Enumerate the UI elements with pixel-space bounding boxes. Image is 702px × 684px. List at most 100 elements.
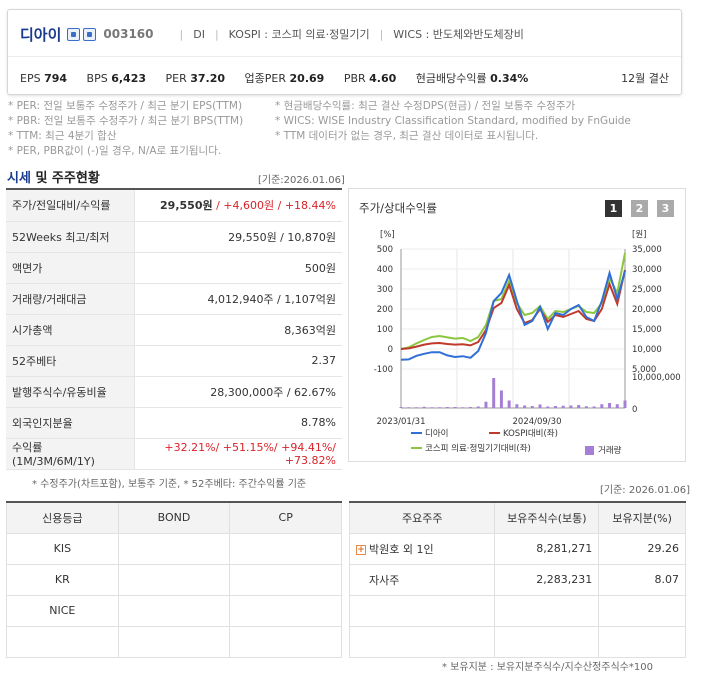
chart-title: 주가/상대수익률 [359,201,437,215]
holder-shares: 2,283,231 [494,563,600,596]
volume-bar [608,403,612,408]
price-row-value: 29,550원 / 10,870원 [134,221,342,253]
price-row-value: 2.37 [134,345,342,377]
price-row-value: 8.78% [134,407,342,439]
ir-icon[interactable] [83,27,97,41]
notes-right: * 현금배당수익률: 최근 결산 수정DPS(현금) / 전일 보통주 수정주가… [275,100,631,142]
legend-label: KOSPI대비(좌) [503,429,558,439]
credit-cell [117,532,231,565]
holders-footnote: * 보유지분 : 보유지분주식수/지수산정주식수*100 [442,662,653,673]
legend-label: 디아이 [425,428,448,439]
holders-header: 주요주주 [348,502,496,534]
volume-bar [507,400,511,408]
left-unit: [%] [380,230,395,240]
volume-bar [538,404,542,408]
holder-percent [598,594,686,627]
credit-cell [229,625,342,658]
chart-page-1[interactable]: 1 [605,200,622,217]
volume-bar [422,406,426,408]
price-row-value: 29,550원 / +4,600원 / +18.44% [134,190,342,222]
price-row-label: 주가/전일대비/수익률 [6,190,135,222]
volume-bar [453,407,457,408]
credit-row [6,625,342,658]
price-row-label: 액면가 [6,252,135,284]
price-row-label: 거래량/거래대금 [6,283,135,315]
dividend-yield-value: 0.34% [490,72,529,85]
credit-cell [117,625,231,658]
holders-table: 주요주주 보유주식수(보통) 보유지분(%) + 박원호 외 1인 8,281,271 29… [348,501,686,658]
holder-row: + 박원호 외 1인 8,281,271 29.26 [348,532,686,565]
price-row: 거래량/거래대금 4,012,940주 / 1,107억원 [6,283,342,315]
notes-left: * PER: 전일 보통주 수정주가 / 최근 분기 EPS(TTM) * PBR… [8,100,244,157]
volume-bar [530,406,534,408]
left-tick: 300 [377,285,393,295]
bps-value: 6,423 [111,72,147,85]
home-icon[interactable] [67,27,81,41]
left-tick: 200 [377,305,393,315]
legend-label: 거래량 [598,445,622,456]
credit-cell: NICE [6,594,119,627]
price-row-label: 발행주식수/유동비율 [6,376,135,408]
right-tick: 5,000 [632,365,656,375]
holders-base-date: [기준: 2026.01.06] [600,485,691,496]
volume-bar [577,405,581,408]
volume-bar [600,404,604,408]
holder-percent [598,625,686,658]
price-row: 52주베타 2.37 [6,345,342,377]
left-tick: 0 [388,345,393,355]
metrics-row: EPS 794 BPS 6,423 PER 37.20 업종PER 20.69 … [20,72,529,85]
pbr-value: 4.60 [369,72,397,85]
holder-shares: 8,281,271 [494,532,600,565]
price-row-value: 8,363억원 [134,314,342,346]
series-line-stock [400,269,626,361]
credit-row: NICE [6,594,342,627]
volume-bar [615,404,619,408]
series-line-sector [400,252,626,350]
credit-cell [117,594,231,627]
volume-bar [445,407,449,408]
holder-percent: 29.26 [598,532,686,565]
price-row-label: 수익률 (1M/3M/6M/1Y) [6,438,135,470]
chart-page-2[interactable]: 2 [631,200,648,217]
holders-header: 보유주식수(보통) [494,502,600,534]
holder-name: 자사주 [369,573,400,587]
price-row-value: +32.21%/ +51.15%/ +94.41%/ +73.82% [134,438,342,470]
holder-row: 자사주 2,283,231 8.07 [348,563,686,596]
left-tick: 500 [377,245,393,255]
fiscal-closing: 12월 결산 [621,72,669,85]
company-header: 디아이 003160 | DI | KOSPI : 코스피 의료·정밀기기 | … [7,9,682,95]
volume-bar [399,407,403,408]
price-row-value: 4,012,940주 / 1,107억원 [134,283,342,315]
volume-bar [476,406,480,408]
left-tick: -100 [374,365,393,375]
kospi-sector: KOSPI : 코스피 의료·정밀기기 [228,28,370,41]
volume-bar [515,404,519,408]
credit-row: KIS [6,532,342,565]
credit-header: CP [229,502,342,534]
volume-bar [438,407,442,408]
chart-page-3[interactable]: 3 [657,200,674,217]
volume-tick: 0 [632,405,637,415]
credit-cell: KR [6,563,119,596]
volume-bar [553,406,557,408]
company-name[interactable]: 디아이 [20,25,62,44]
price-row-label: 52주베타 [6,345,135,377]
price-row: 액면가 500원 [6,252,342,284]
base-date: [기준:2026.01.06] [258,175,345,186]
legend-label: 코스피 의료·정밀기기대비(좌) [425,443,531,454]
credit-cell [6,625,119,658]
section-title: 시세 및 주주현황 [7,171,100,186]
market-tag: DI [193,27,205,41]
volume-bar [592,406,596,408]
holder-shares [494,625,600,658]
volume-bar [484,401,488,408]
volume-bar [561,405,565,408]
right-tick: 25,000 [632,285,662,295]
credit-cell [229,563,342,596]
price-row-label: 52Weeks 최고/최저 [6,221,135,253]
credit-cell [117,563,231,596]
credit-header: 신용등급 [6,502,119,534]
volume-bar [499,390,503,408]
price-row-value: 500원 [134,252,342,284]
expand-icon[interactable]: + [356,544,366,555]
